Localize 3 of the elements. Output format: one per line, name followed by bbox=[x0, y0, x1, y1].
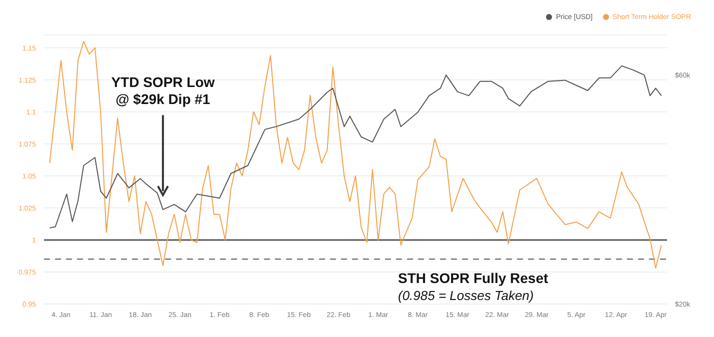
annotation: YTD SOPR Low @ $29k Dip #1 bbox=[111, 74, 215, 108]
annotation: (0.985 = Losses Taken) bbox=[398, 288, 534, 303]
annotation: STH SOPR Fully Reset bbox=[398, 270, 548, 286]
